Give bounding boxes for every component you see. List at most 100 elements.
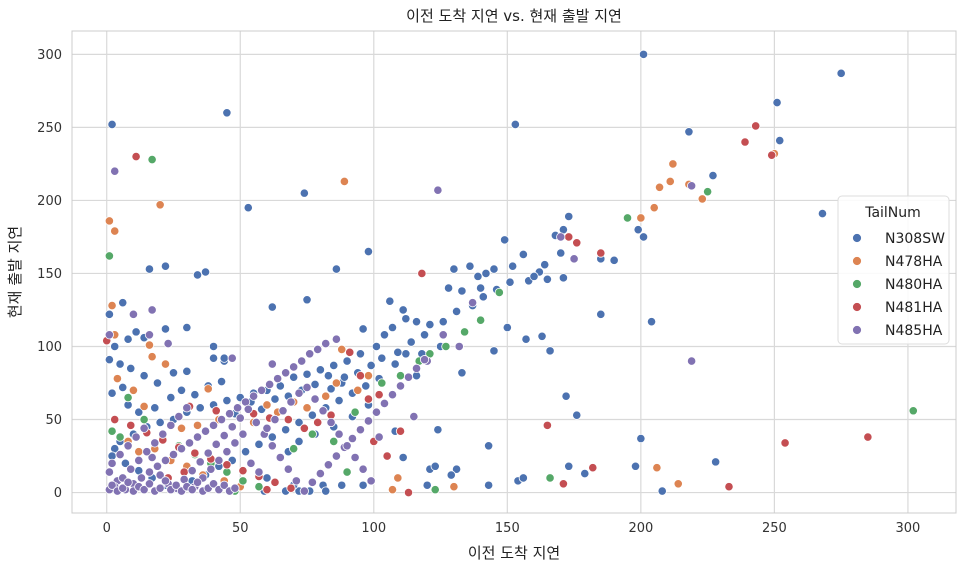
data-point	[419, 355, 430, 365]
data-point	[307, 410, 317, 420]
x-tick-label: 250	[762, 521, 787, 536]
data-point	[321, 486, 331, 496]
data-point	[371, 341, 382, 352]
data-point	[123, 477, 133, 487]
data-point	[633, 225, 643, 235]
data-point	[703, 187, 713, 197]
data-point	[192, 270, 203, 280]
data-point	[305, 349, 315, 359]
data-point	[144, 479, 155, 489]
data-point	[230, 483, 240, 493]
data-point	[112, 374, 123, 384]
data-point	[329, 360, 339, 371]
data-point	[558, 273, 569, 283]
data-point	[182, 366, 192, 376]
data-point	[313, 344, 323, 355]
data-point	[379, 330, 390, 340]
data-point	[654, 182, 665, 192]
data-point	[374, 432, 384, 442]
y-tick-label: 150	[37, 267, 62, 282]
data-point	[208, 341, 219, 352]
data-point	[863, 432, 873, 442]
data-point	[350, 452, 360, 463]
data-point	[772, 97, 782, 108]
data-point	[211, 439, 221, 449]
data-point	[160, 476, 171, 486]
data-point	[347, 433, 358, 444]
data-point	[128, 309, 139, 319]
data-point	[468, 298, 478, 308]
data-point	[104, 251, 114, 261]
data-point	[184, 438, 195, 448]
data-point	[104, 309, 114, 319]
data-point	[176, 423, 187, 433]
data-point	[123, 393, 133, 403]
legend-marker	[852, 233, 862, 243]
data-point	[254, 467, 264, 477]
legend-marker	[852, 302, 862, 312]
data-point	[438, 330, 448, 340]
data-point	[166, 393, 176, 403]
data-point	[267, 441, 277, 451]
data-point	[329, 436, 339, 447]
data-point	[473, 271, 483, 281]
data-point	[278, 406, 288, 416]
data-point	[342, 441, 352, 451]
data-point	[227, 353, 237, 363]
data-point	[321, 338, 331, 349]
data-point	[564, 461, 574, 471]
data-point	[150, 403, 160, 413]
data-point	[160, 324, 171, 334]
data-point	[422, 480, 432, 490]
data-point	[724, 482, 734, 492]
data-point	[395, 371, 406, 381]
data-point	[267, 302, 277, 312]
data-point	[211, 406, 221, 416]
data-point	[315, 365, 325, 375]
data-point	[361, 381, 371, 391]
data-point	[139, 485, 149, 495]
data-point	[203, 384, 213, 394]
data-point	[302, 295, 312, 305]
data-point	[299, 423, 309, 433]
legend-label: N485HA	[885, 323, 943, 339]
data-point	[139, 423, 149, 433]
data-point	[433, 425, 443, 435]
data-point	[398, 452, 408, 463]
data-point	[214, 455, 224, 466]
data-point	[580, 468, 590, 479]
legend-box	[837, 195, 950, 345]
data-point	[222, 108, 232, 118]
data-point	[484, 441, 494, 451]
data-point	[302, 369, 312, 379]
data-point	[379, 398, 390, 409]
data-point	[182, 322, 192, 333]
data-point	[449, 482, 459, 492]
data-point	[403, 487, 414, 498]
data-point	[638, 232, 649, 242]
data-point	[836, 68, 846, 78]
data-point	[817, 208, 828, 219]
data-point	[104, 355, 114, 365]
data-point	[187, 485, 197, 495]
data-point	[275, 452, 285, 463]
data-point	[767, 150, 777, 160]
data-point	[160, 359, 171, 369]
data-point	[219, 480, 229, 490]
data-point	[542, 274, 552, 284]
data-point	[350, 407, 360, 417]
data-point	[182, 403, 192, 413]
legend: TailNum N308SW N478HA N480HA N481HA N485HA	[837, 195, 950, 345]
data-point	[265, 379, 275, 390]
data-point	[168, 368, 179, 378]
plot-background	[72, 31, 956, 513]
data-point	[494, 287, 504, 298]
data-point	[235, 413, 245, 423]
data-point	[310, 379, 320, 390]
x-tick-label: 100	[361, 521, 386, 536]
data-point	[110, 226, 120, 236]
data-point	[326, 384, 336, 394]
data-point	[638, 49, 649, 59]
data-point	[206, 464, 216, 474]
data-point	[219, 430, 229, 441]
